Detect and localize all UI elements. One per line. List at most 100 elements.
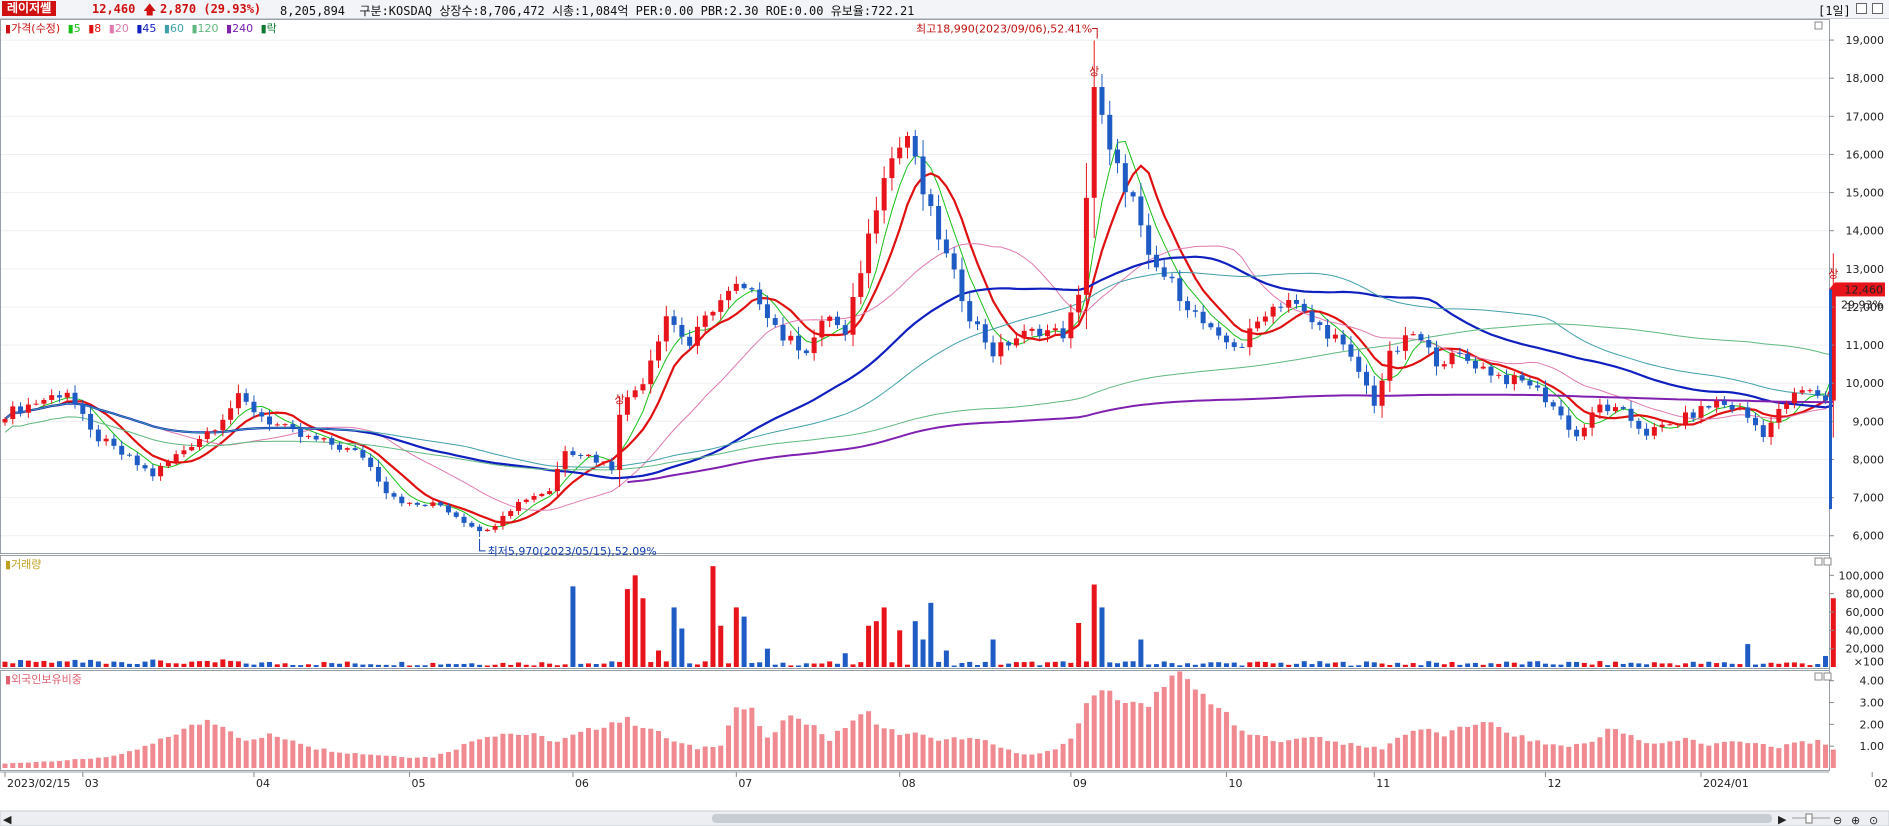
zoom-slider-handle[interactable]	[1805, 813, 1813, 824]
volume-bar	[407, 665, 413, 667]
candle	[811, 337, 817, 354]
volume-bar	[515, 662, 521, 667]
zoom-out-icon[interactable]: ⊖	[1833, 814, 1842, 826]
foreign-bar	[2, 763, 8, 768]
volume-bar	[72, 659, 78, 667]
volume-bar	[1356, 665, 1362, 667]
candle	[88, 413, 94, 430]
foreign-bar	[1185, 679, 1191, 768]
panel-menu-icon[interactable]	[1814, 557, 1823, 566]
candle	[1449, 352, 1455, 365]
foreign-bar	[95, 757, 101, 768]
foreign-bar	[663, 738, 669, 768]
candle	[1286, 299, 1292, 308]
volume-bar	[1698, 663, 1704, 667]
candle	[414, 502, 420, 505]
price-axis-tick: 19,000	[1846, 34, 1885, 47]
volume-bar	[321, 661, 327, 667]
candle	[656, 341, 662, 361]
candle	[990, 342, 996, 357]
candle	[1216, 327, 1222, 336]
volume-bar	[259, 662, 265, 667]
foreign-bar	[710, 746, 716, 768]
candle	[1628, 408, 1634, 421]
foreign-bar	[344, 753, 350, 768]
volume-bar	[430, 662, 436, 667]
foreign-bar	[1535, 740, 1541, 768]
minimize-icon[interactable]	[1856, 3, 1867, 14]
volume-bar	[1364, 661, 1369, 667]
volume-bar	[1628, 662, 1634, 667]
foreign-bar	[1457, 726, 1463, 768]
foreign-bar	[56, 760, 62, 768]
foreign-bar	[1068, 738, 1074, 768]
volume-bar	[1745, 644, 1751, 667]
foreign-bar	[391, 755, 397, 768]
ma8-line	[4, 164, 1835, 524]
foreign-bar	[1441, 736, 1447, 768]
volume-bar	[702, 661, 708, 667]
foreign-bar	[1138, 703, 1144, 768]
zoom-fit-icon[interactable]: ⊙	[1869, 814, 1878, 826]
scrollbar-thumb[interactable]	[712, 814, 1772, 823]
panel-close-icon[interactable]	[1823, 557, 1832, 566]
close-icon[interactable]	[1872, 3, 1883, 14]
foreign-bar	[547, 741, 553, 768]
foreign-bar	[920, 734, 926, 768]
volume-bar	[165, 663, 171, 667]
volume-bar	[1535, 661, 1541, 667]
candle	[251, 401, 257, 413]
candle	[1262, 316, 1268, 322]
volume-bar	[1519, 664, 1525, 667]
volume-bar	[1122, 661, 1128, 667]
period-selector[interactable]: [1일]	[1818, 4, 1851, 18]
candle	[531, 495, 537, 500]
candle	[1115, 149, 1121, 164]
volume-bar	[920, 639, 926, 667]
stock-summary: 8,205,894 구분:KOSDAQ 상장수:8,706,472 시총:1,0…	[280, 2, 914, 19]
candle	[259, 412, 265, 417]
candle	[298, 428, 304, 437]
foreign-bar	[399, 757, 405, 768]
volume-bar	[796, 665, 802, 667]
volume-bar	[757, 662, 763, 667]
zoom-in-icon[interactable]: ⊕	[1851, 814, 1860, 826]
stock-chart[interactable]: ▮가격(수정) ▮5 ▮8 ▮20 ▮45 ▮60 ▮120 ▮240 ▮락 ▮…	[0, 19, 1889, 826]
panel-menu-icon[interactable]	[1814, 672, 1823, 681]
foreign-bar	[1729, 741, 1735, 768]
scroll-right-icon[interactable]: ▶	[1778, 813, 1787, 826]
volume-bar	[1480, 664, 1486, 667]
candle	[1387, 350, 1393, 381]
candle	[601, 461, 607, 463]
volume-bar	[531, 665, 537, 667]
candle	[368, 457, 374, 467]
stock-name[interactable]: 레이저쎌	[2, 1, 57, 16]
panel-menu-icon[interactable]	[1814, 21, 1823, 30]
scroll-left-icon[interactable]: ◀	[3, 813, 12, 826]
volume-bar	[1776, 663, 1782, 667]
foreign-bar	[1013, 753, 1019, 768]
x-axis-tick: 06	[575, 777, 589, 790]
volume-bar	[64, 661, 70, 667]
volume-bar	[1511, 662, 1517, 667]
volume-bar	[1737, 664, 1743, 667]
candle	[687, 336, 693, 346]
volume-bar	[788, 665, 794, 667]
panel-close-icon[interactable]	[1823, 672, 1832, 681]
foreign-bar	[796, 718, 802, 768]
candle	[204, 431, 210, 440]
volume-bar	[1060, 661, 1066, 667]
volume-bar	[718, 625, 724, 667]
volume-bar	[1597, 661, 1603, 667]
candle	[663, 316, 669, 342]
candle	[1317, 322, 1323, 326]
volume-bar	[274, 664, 280, 667]
foreign-bar	[1807, 743, 1813, 768]
volume-bar	[1239, 665, 1245, 667]
candle	[1418, 334, 1424, 341]
candle	[1107, 114, 1113, 150]
candle	[173, 454, 179, 462]
candle	[484, 529, 490, 532]
foreign-bar	[1698, 743, 1704, 768]
candle	[103, 438, 109, 442]
